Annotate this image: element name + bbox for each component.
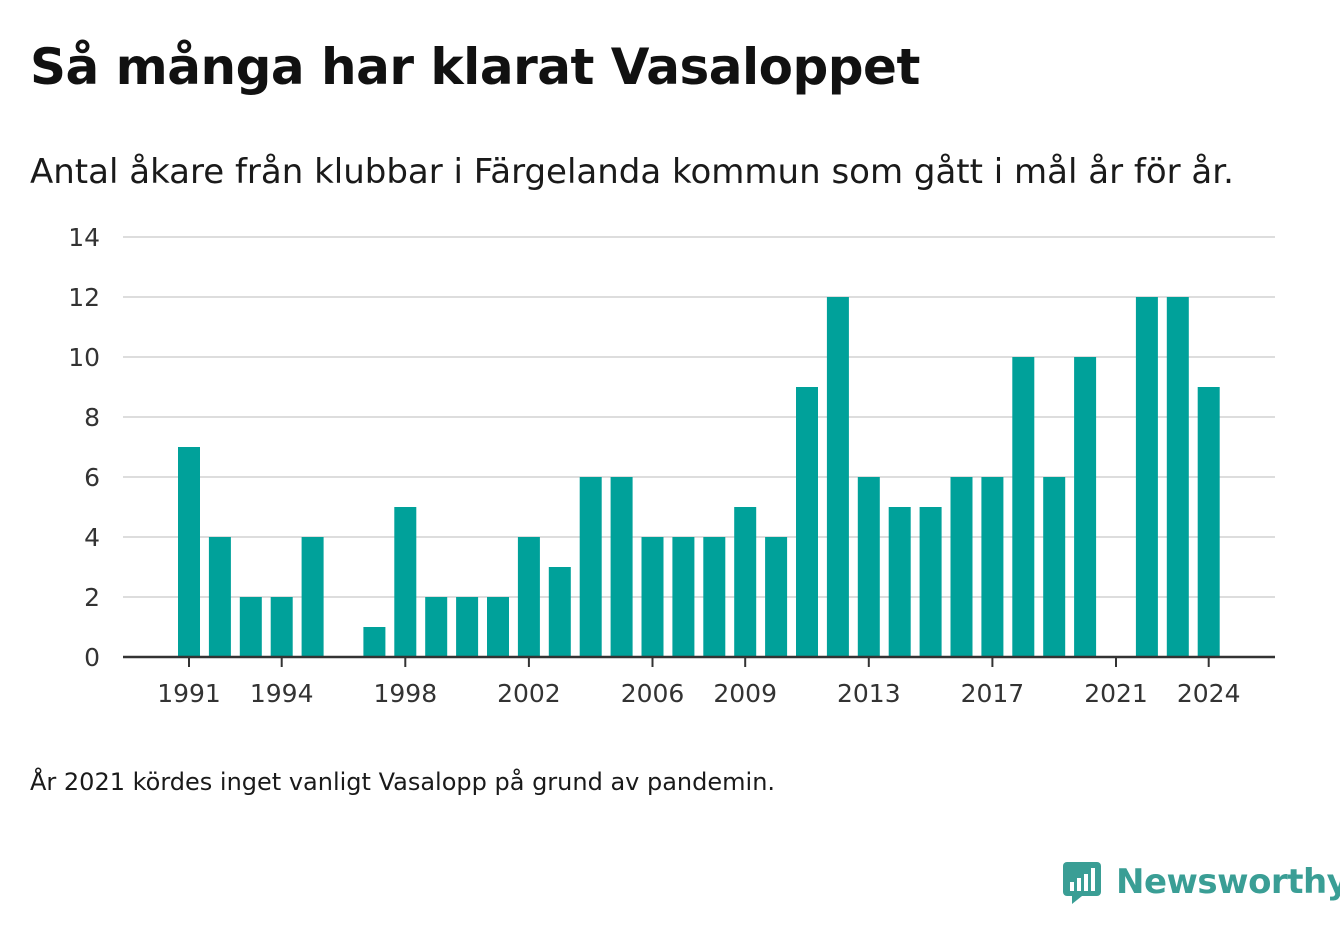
bar-2010 bbox=[765, 537, 788, 657]
bar-2017 bbox=[981, 477, 1004, 657]
bars bbox=[178, 297, 1220, 657]
bar-2019 bbox=[1043, 477, 1066, 657]
bar-2004 bbox=[579, 477, 602, 657]
bar-2001 bbox=[487, 597, 509, 657]
bar-1999 bbox=[425, 597, 448, 657]
bar-chart: 0 2 4 6 8 10 12 14 1991 1994 1998 2002 2006 2009 2013 2… bbox=[68, 223, 1275, 708]
x-tick-label: 2009 bbox=[713, 679, 777, 708]
bar-2016 bbox=[950, 477, 973, 657]
bar-2013 bbox=[857, 477, 880, 657]
bar-2011 bbox=[796, 387, 818, 657]
x-tick-label: 2013 bbox=[837, 679, 901, 708]
x-tick-label: 2021 bbox=[1084, 679, 1148, 708]
bar-2024 bbox=[1197, 387, 1220, 657]
axes: 0 2 4 6 8 10 12 14 1991 1994 1998 2002 2006 2009 2013 2… bbox=[68, 223, 1275, 708]
newsworthy-logo-icon bbox=[1063, 862, 1101, 904]
footnote: År 2021 kördes inget vanligt Vasalopp på… bbox=[30, 768, 776, 796]
brand-logo: Newsworthy bbox=[1062, 858, 1340, 906]
y-tick-label: 6 bbox=[84, 463, 100, 492]
bar-2015 bbox=[919, 507, 942, 657]
bar-2007 bbox=[672, 537, 695, 657]
y-tick-label: 2 bbox=[84, 583, 100, 612]
bar-1995 bbox=[301, 537, 324, 657]
bar-2009 bbox=[734, 507, 757, 657]
y-tick-label: 0 bbox=[84, 643, 100, 672]
x-tick-label: 2024 bbox=[1177, 679, 1241, 708]
x-tick-label: 1991 bbox=[157, 679, 221, 708]
y-tick-label: 14 bbox=[68, 223, 100, 252]
x-tick-label: 2002 bbox=[497, 679, 561, 708]
bar-2008 bbox=[703, 537, 726, 657]
bar-1992 bbox=[208, 537, 231, 657]
x-tick-label: 2006 bbox=[621, 679, 685, 708]
bar-2000 bbox=[456, 597, 479, 657]
y-tick-label: 4 bbox=[84, 523, 100, 552]
bar-2018 bbox=[1012, 357, 1035, 657]
brand-name: Newsworthy bbox=[1116, 862, 1340, 902]
bar-1993 bbox=[239, 597, 262, 657]
bar-2012 bbox=[826, 297, 849, 657]
bar-1994 bbox=[270, 597, 293, 657]
x-tick-label: 2017 bbox=[961, 679, 1025, 708]
bar-1998 bbox=[394, 507, 417, 657]
bar-2005 bbox=[610, 477, 633, 657]
bar-2023 bbox=[1166, 297, 1189, 657]
gridlines bbox=[123, 236, 1275, 598]
chart-title: Så många har klarat Vasaloppet bbox=[30, 38, 920, 96]
x-tick-label: 1998 bbox=[373, 679, 437, 708]
bar-2014 bbox=[888, 507, 911, 657]
bar-1997 bbox=[363, 627, 386, 657]
bar-2020 bbox=[1074, 357, 1097, 657]
x-tick-label: 1994 bbox=[250, 679, 314, 708]
y-tick-label: 12 bbox=[68, 283, 100, 312]
chart-subtitle: Antal åkare från klubbar i Färgelanda ko… bbox=[30, 152, 1234, 192]
bar-2003 bbox=[548, 567, 571, 657]
bar-1991 bbox=[178, 447, 200, 657]
bar-2006 bbox=[641, 537, 664, 657]
bar-2002 bbox=[517, 537, 540, 657]
bar-2022 bbox=[1135, 297, 1158, 657]
y-tick-label: 10 bbox=[68, 343, 100, 372]
y-tick-label: 8 bbox=[84, 403, 100, 432]
